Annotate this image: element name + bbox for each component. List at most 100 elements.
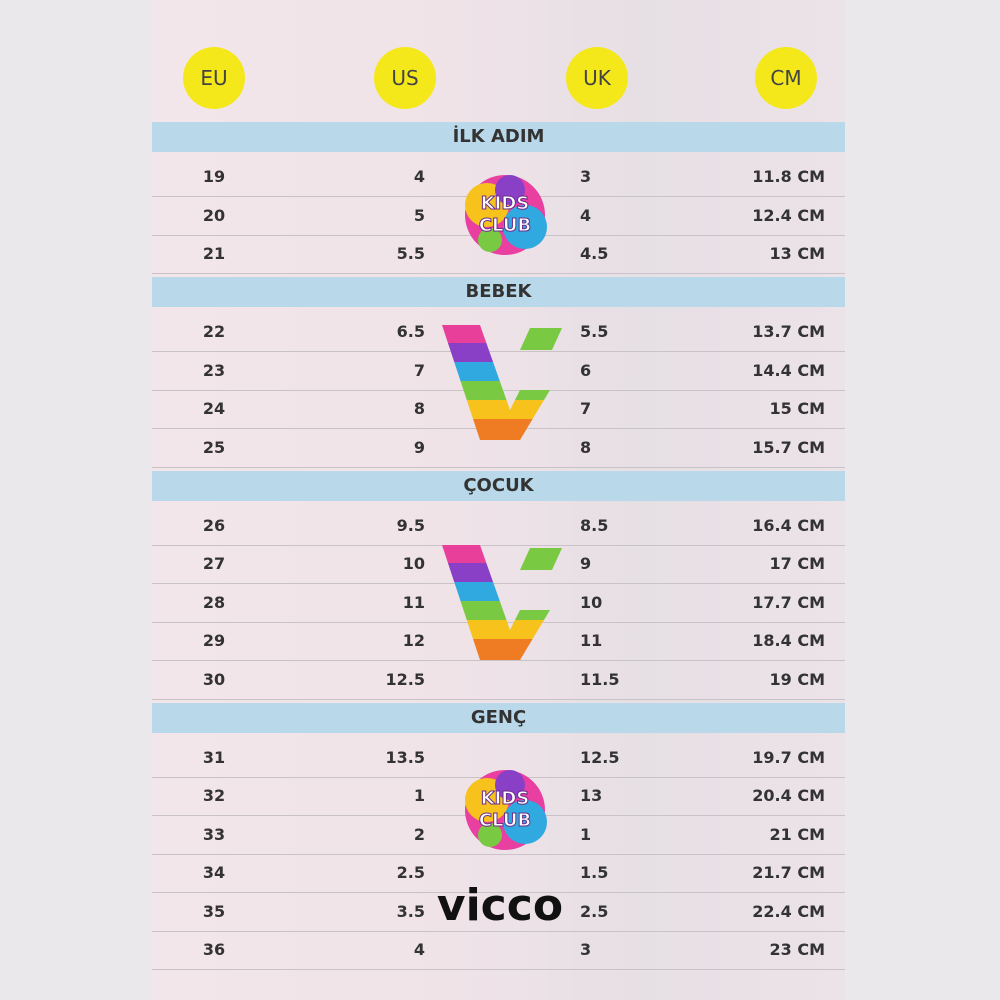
section-band xyxy=(152,122,845,152)
us-size: 9.5 xyxy=(396,515,425,535)
eu-size: 19 xyxy=(202,167,226,186)
row-line xyxy=(152,544,845,546)
row-line xyxy=(152,273,845,274)
us-size: 11 xyxy=(402,592,425,612)
eu-size: 24 xyxy=(202,399,226,418)
size-chart: EU US UK CM İLK ADIM 19 4 3 11.8 CM 20 5 4 12.4 CM 21… xyxy=(152,0,845,1000)
column-header: CM xyxy=(755,47,817,109)
cm-size: 16.4 CM xyxy=(752,515,825,535)
us-size: 5.5 xyxy=(396,244,425,263)
eu-size: 27 xyxy=(202,554,226,573)
eu-size: 26 xyxy=(202,515,226,535)
eu-size: 36 xyxy=(202,940,226,959)
v-logo xyxy=(442,325,562,440)
column-header: US xyxy=(374,47,436,109)
us-size: 5 xyxy=(413,205,425,225)
eu-size: 28 xyxy=(202,592,226,612)
row-line xyxy=(152,930,845,932)
uk-size: 12.5 xyxy=(580,747,620,767)
us-size: 9 xyxy=(413,437,425,457)
cm-size: 19.7 CM xyxy=(752,747,825,767)
us-size: 4 xyxy=(413,940,425,959)
cm-size: 21.7 CM xyxy=(752,863,825,882)
logo-text: CLUB xyxy=(479,215,531,236)
uk-size: 1.5 xyxy=(580,863,609,882)
eu-size: 21 xyxy=(202,244,226,263)
us-size: 8 xyxy=(413,399,425,418)
eu-size: 33 xyxy=(202,824,226,844)
us-size: 1 xyxy=(413,786,425,805)
kids-club-logo: KIDS CLUB xyxy=(465,175,547,255)
us-size: 4 xyxy=(413,167,425,186)
cm-size: 23 CM xyxy=(769,940,826,959)
eu-size: 25 xyxy=(202,437,226,457)
us-size: 13.5 xyxy=(385,747,425,767)
column-header: UK xyxy=(566,47,628,109)
eu-size: 35 xyxy=(202,901,226,921)
uk-size: 11 xyxy=(580,631,603,650)
uk-size: 2.5 xyxy=(580,901,609,921)
uk-size: 8 xyxy=(580,437,592,457)
logo-text: KIDS xyxy=(481,193,530,214)
row-line xyxy=(152,466,845,468)
section-band xyxy=(152,277,845,307)
eu-size: 34 xyxy=(202,863,226,882)
us-size: 12.5 xyxy=(385,669,425,689)
row-line xyxy=(152,660,845,661)
cm-size: 13.7 CM xyxy=(752,322,825,341)
cm-size: 18.4 CM xyxy=(752,631,825,650)
uk-size: 8.5 xyxy=(580,515,609,535)
cm-size: 17 CM xyxy=(769,554,826,573)
uk-size: 1 xyxy=(580,824,592,844)
uk-size: 4 xyxy=(580,205,592,225)
uk-size: 7 xyxy=(580,399,592,418)
uk-size: 3 xyxy=(580,167,592,186)
us-size: 10 xyxy=(402,554,425,573)
v-logo xyxy=(442,545,562,660)
cm-size: 13 CM xyxy=(769,244,826,263)
cm-size: 22.4 CM xyxy=(752,901,825,921)
uk-size: 13 xyxy=(580,786,603,805)
cm-size: 21 CM xyxy=(769,824,826,844)
section-band xyxy=(152,470,845,501)
row-line xyxy=(152,969,845,970)
row-line xyxy=(152,892,845,893)
eu-size: 29 xyxy=(202,631,226,650)
cm-size: 19 CM xyxy=(769,669,826,689)
cm-size: 15.7 CM xyxy=(752,437,825,457)
column-header: EU xyxy=(183,47,245,109)
section-title: BEBEK xyxy=(465,281,532,302)
uk-size: 5.5 xyxy=(580,322,609,341)
logo-text: CLUB xyxy=(479,810,531,831)
row-line xyxy=(152,351,845,352)
section-title: ÇOCUK xyxy=(463,474,534,496)
us-size: 7 xyxy=(413,360,425,380)
row-line xyxy=(152,698,845,700)
row-line xyxy=(152,583,845,584)
us-size: 6.5 xyxy=(396,322,425,341)
uk-size: 10 xyxy=(580,592,603,612)
eu-size: 20 xyxy=(202,205,226,225)
cm-size: 14.4 CM xyxy=(752,360,825,380)
us-size: 12 xyxy=(402,631,425,650)
kids-club-logo: KIDS CLUB xyxy=(465,770,547,850)
eu-size: 32 xyxy=(202,786,226,805)
us-size: 3.5 xyxy=(396,901,425,921)
uk-size: 6 xyxy=(580,360,592,380)
logo-layer: KIDS CLUB KIDS CLUB vicco xyxy=(437,175,563,931)
row-line xyxy=(152,853,845,855)
cm-size: 20.4 CM xyxy=(752,786,825,805)
brand-text: vicco xyxy=(437,880,563,931)
logo-text: KIDS xyxy=(481,788,530,809)
cm-size: 12.4 CM xyxy=(752,205,825,225)
section-title: İLK ADIM xyxy=(452,126,545,147)
us-size: 2.5 xyxy=(396,863,425,882)
cm-size: 17.7 CM xyxy=(752,592,825,612)
eu-size: 22 xyxy=(202,322,226,341)
eu-size: 30 xyxy=(202,669,226,689)
uk-size: 4.5 xyxy=(580,244,609,263)
cm-size: 11.8 CM xyxy=(752,167,825,186)
eu-size: 23 xyxy=(202,360,226,380)
uk-size: 9 xyxy=(580,554,592,573)
